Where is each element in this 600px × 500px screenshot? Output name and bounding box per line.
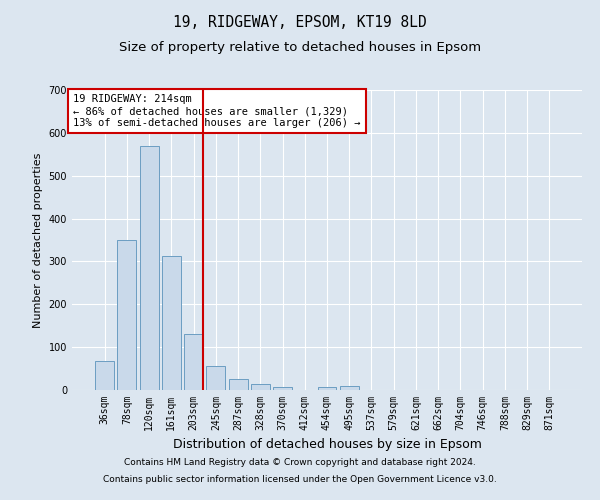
Text: 19, RIDGEWAY, EPSOM, KT19 8LD: 19, RIDGEWAY, EPSOM, KT19 8LD [173, 15, 427, 30]
Y-axis label: Number of detached properties: Number of detached properties [33, 152, 43, 328]
Text: Contains public sector information licensed under the Open Government Licence v3: Contains public sector information licen… [103, 476, 497, 484]
X-axis label: Distribution of detached houses by size in Epsom: Distribution of detached houses by size … [173, 438, 481, 452]
Bar [251, 384, 270, 390]
Bar [95, 361, 114, 390]
Bar [162, 256, 181, 390]
Bar [140, 146, 158, 390]
Bar [229, 380, 248, 390]
Text: Contains HM Land Registry data © Crown copyright and database right 2024.: Contains HM Land Registry data © Crown c… [124, 458, 476, 467]
Text: Size of property relative to detached houses in Epsom: Size of property relative to detached ho… [119, 41, 481, 54]
Bar [340, 386, 359, 390]
Bar [184, 334, 203, 390]
Text: 19 RIDGEWAY: 214sqm
← 86% of detached houses are smaller (1,329)
13% of semi-det: 19 RIDGEWAY: 214sqm ← 86% of detached ho… [73, 94, 361, 128]
Bar [118, 240, 136, 390]
Bar [273, 387, 292, 390]
Bar [317, 387, 337, 390]
Bar [206, 366, 225, 390]
